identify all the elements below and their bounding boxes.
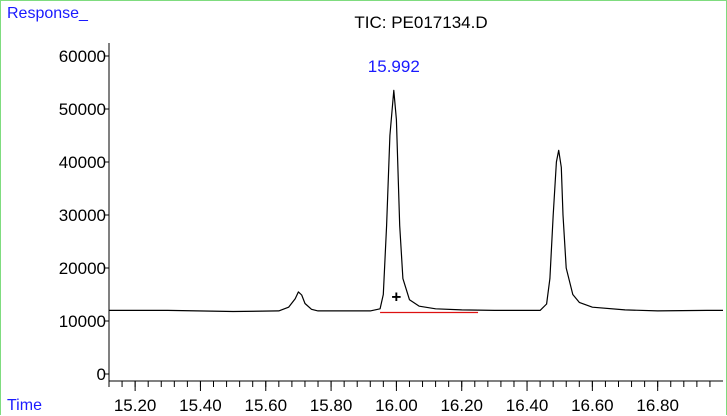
x-tick-label: 15.60 [244,396,287,415]
x-ticks: 15.20 15.40 15.60 15.80 16.00 16.20 16.40 16.60… [108,381,711,415]
y-tick-label: 10000 [59,312,106,331]
x-tick-label: 16.40 [506,396,549,415]
chart-title: TIC: PE017134.D [354,13,487,32]
x-axis-label: Time [7,397,42,414]
y-tick-label: 50000 [59,100,106,119]
tic-trace-line [109,89,723,313]
x-tick-label: 16.60 [571,396,614,415]
x-tick-label: 16.20 [440,396,483,415]
x-tick-label: 16.80 [636,396,679,415]
series-layer [109,89,723,314]
y-tick-label: 30000 [59,206,106,225]
peak-label: 15.992 [368,57,420,76]
y-axis-label: Response_ [7,5,89,22]
y-tick-label: 40000 [59,153,106,172]
annotation-layer: 15.992 + [368,57,420,307]
x-tick-label: 15.40 [179,396,222,415]
y-tick-label: 20000 [59,259,106,278]
y-tick-label: 0 [97,365,106,384]
peak-marker: + [391,287,401,306]
y-ticks: 0 10000 20000 30000 40000 50000 60000 [59,47,109,384]
y-tick-label: 60000 [59,47,106,66]
x-tick-label: 15.20 [114,396,157,415]
x-tick-label: 16.00 [375,396,418,415]
x-tick-label: 15.80 [310,396,353,415]
